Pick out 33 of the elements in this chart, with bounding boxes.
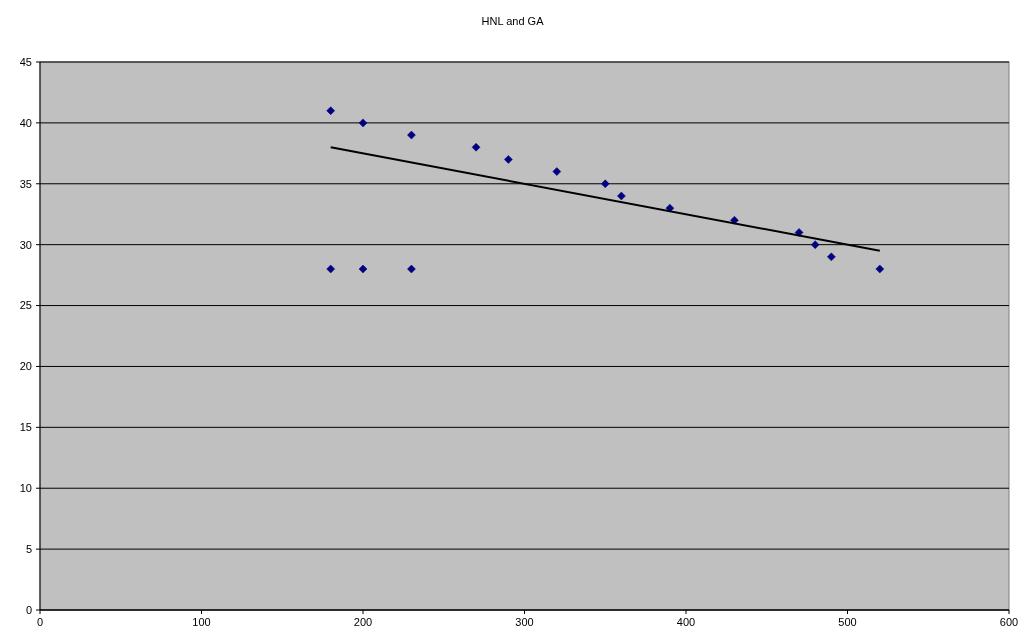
point (326, 264, 335, 274)
x-tick-label: 200 (353, 616, 373, 628)
y-tick-label: 45 (19, 55, 32, 68)
point (810, 240, 820, 249)
point (794, 228, 804, 237)
y-tick-label: 5 (25, 542, 32, 555)
point (504, 155, 513, 164)
x-tick-label: 400 (676, 616, 696, 628)
x-tick-label: 300 (515, 616, 534, 628)
chart-title: HNL and GA (481, 15, 545, 27)
point (827, 252, 836, 262)
point (617, 191, 626, 201)
point (326, 106, 335, 115)
x-tick-label: 100 (192, 616, 211, 628)
y-tick-label: 30 (19, 238, 32, 251)
point (552, 167, 562, 176)
y-tick-label: 40 (19, 116, 32, 129)
point (471, 142, 481, 152)
y-tick-label: 0 (25, 603, 32, 616)
y-tick-label: 25 (19, 299, 32, 312)
x-tick-label: 500 (838, 616, 857, 628)
y-tick-label: 10 (19, 482, 32, 495)
point (407, 130, 416, 140)
y-tick-label: 20 (19, 360, 32, 373)
point (601, 179, 610, 189)
x-tick-label: 600 (999, 616, 1019, 628)
y-tick-label: 15 (19, 421, 32, 434)
point (875, 264, 885, 274)
point (358, 264, 368, 274)
x-tick-label: 0 (36, 616, 44, 628)
point (407, 264, 416, 274)
point (358, 118, 368, 128)
y-tick-label: 35 (19, 177, 32, 190)
